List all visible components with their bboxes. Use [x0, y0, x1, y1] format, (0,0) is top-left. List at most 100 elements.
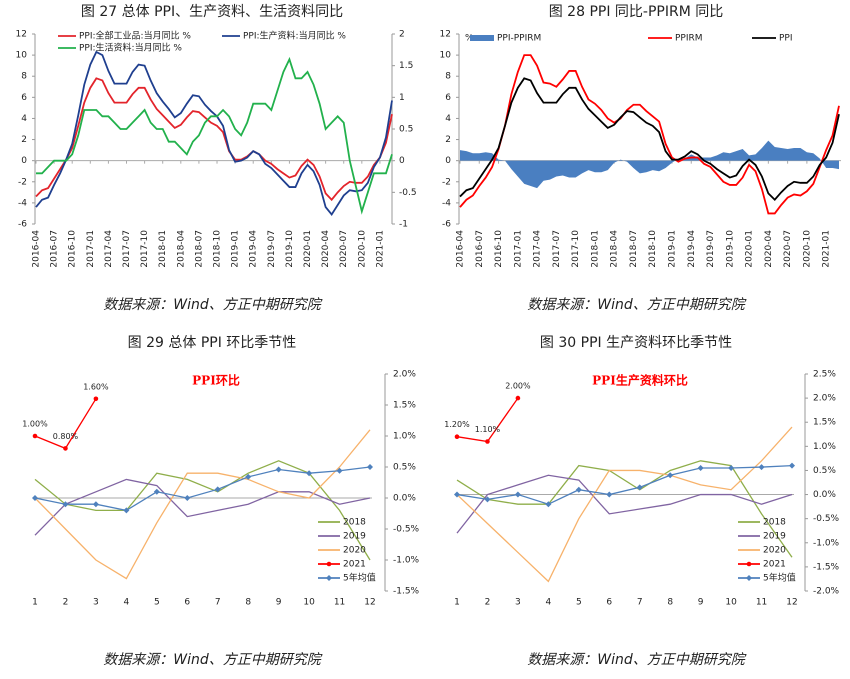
- x-tick-label: 2: [485, 598, 491, 608]
- x-tick-label: 2017-10: [571, 230, 581, 268]
- y-tick-label: -2: [442, 177, 451, 187]
- x-tick-label: 2017-01: [513, 230, 523, 268]
- line: [459, 77, 840, 202]
- x-tick-label: 2021-01: [375, 230, 385, 268]
- point: [485, 439, 490, 444]
- chart-caption: 图 27 总体 PPI、生产资料、生活资料同比: [81, 4, 343, 20]
- y2-tick-label: -0.5: [399, 188, 417, 198]
- x-tick-label: 11: [334, 598, 345, 608]
- chart-caption: 图 30 PPI 生产资料环比季节性: [540, 335, 732, 351]
- y-tick-label: 1.5%: [813, 418, 836, 428]
- x-tick-label: 2020-07: [339, 230, 349, 268]
- data-label: 2.00%: [505, 382, 531, 391]
- x-tick-label: 8: [245, 598, 251, 608]
- x-tick-label: 4: [545, 598, 551, 608]
- y-tick-label: 0: [21, 156, 27, 166]
- x-tick-label: 1: [454, 598, 460, 608]
- legend-label: PPI:全部工业品:当月同比 %: [79, 30, 191, 42]
- y-tick-label: 0.0%: [393, 494, 416, 504]
- y-tick-label: 1.0%: [393, 432, 416, 442]
- y-tick-label: -1.5%: [393, 587, 420, 597]
- x-tick-label: 1: [32, 598, 38, 608]
- y-tick-label: 10: [16, 51, 28, 61]
- legend-marker: [746, 561, 752, 567]
- x-tick-label: 10: [725, 598, 737, 608]
- x-tick-label: 3: [515, 598, 521, 608]
- data-label: 1.20%: [444, 420, 470, 429]
- line: [34, 460, 371, 561]
- point: [545, 501, 552, 508]
- x-tick-label: 6: [606, 598, 612, 608]
- y-tick-label: 6: [445, 93, 451, 103]
- x-tick-label: 11: [756, 598, 767, 608]
- y-tick-label: -1.5%: [813, 562, 840, 572]
- legend-label: PPI-PPIRM: [497, 34, 541, 44]
- point: [62, 501, 69, 508]
- legend-swatch: [470, 35, 494, 41]
- y-tick-label: -2: [18, 177, 27, 187]
- y-tick-label: 0.0%: [813, 490, 836, 500]
- legend-label: 2018: [343, 518, 366, 528]
- x-tick-label: 2018-04: [176, 230, 186, 268]
- line: [456, 464, 793, 505]
- x-tick-label: 2016-04: [32, 230, 42, 268]
- point: [515, 395, 521, 401]
- y2-tick-label: 2: [399, 30, 405, 40]
- point: [306, 470, 313, 477]
- x-tick-label: 2020-01: [745, 230, 755, 268]
- area: [460, 140, 839, 189]
- point: [245, 473, 252, 480]
- x-tick-label: 5: [154, 598, 160, 608]
- line: [34, 478, 371, 536]
- data-label: 0.80%: [53, 432, 79, 441]
- x-tick-label: 4: [123, 598, 129, 608]
- point: [32, 433, 38, 439]
- point: [728, 465, 735, 472]
- legend-label: 2019: [763, 532, 786, 542]
- y-tick-label: 0: [445, 156, 451, 166]
- y-tick-label: 2.0%: [813, 394, 836, 404]
- point: [789, 462, 795, 469]
- chart-title: PPI生产资料环比: [592, 373, 688, 388]
- y-tick-label: -0.5%: [393, 525, 420, 535]
- legend-label: 5年均值: [343, 572, 376, 584]
- y-tick-label: 1.5%: [393, 401, 416, 411]
- point: [454, 491, 460, 498]
- x-tick-label: 2018-10: [648, 230, 658, 268]
- y-tick-label: 8: [445, 72, 451, 82]
- point: [636, 484, 643, 491]
- chart-title: PPI环比: [192, 373, 240, 388]
- point: [367, 464, 373, 470]
- x-tick-label: 10: [303, 598, 315, 608]
- line: [456, 460, 793, 558]
- y-tick-label: -1.0%: [813, 538, 840, 548]
- source-note: 数据来源：Wind、方正中期研究院: [527, 297, 746, 313]
- source-note: 数据来源：Wind、方正中期研究院: [103, 652, 322, 668]
- line: [35, 50, 393, 217]
- x-tick-label: 2016-07: [475, 230, 485, 268]
- x-tick-label: 2019-01: [231, 230, 241, 268]
- chart-caption: 图 28 PPI 同比-PPIRM 同比: [549, 4, 724, 20]
- point: [184, 495, 191, 501]
- x-tick-label: 2019-07: [267, 230, 277, 268]
- line: [36, 56, 393, 215]
- x-tick-label: 12: [364, 598, 375, 608]
- x-tick-label: 2019-04: [249, 230, 259, 268]
- point: [667, 472, 674, 479]
- legend-label: 2018: [763, 518, 786, 528]
- x-tick-label: 2019-04: [687, 230, 697, 268]
- point: [214, 486, 221, 493]
- x-tick-label: 2020-01: [303, 230, 313, 268]
- point: [575, 486, 582, 493]
- y-tick-label: -6: [442, 220, 451, 230]
- point: [697, 465, 704, 472]
- x-tick-label: 2020-04: [321, 230, 331, 268]
- y-tick-label: 2: [445, 135, 451, 145]
- x-tick-label: 2019-01: [667, 230, 677, 268]
- x-tick-label: 2019-07: [706, 230, 716, 268]
- x-tick-label: 2021-01: [822, 230, 832, 268]
- x-tick-label: 2017-04: [533, 230, 543, 268]
- x-tick-label: 2018-01: [590, 230, 600, 268]
- y-tick-label: -1.0%: [393, 556, 420, 566]
